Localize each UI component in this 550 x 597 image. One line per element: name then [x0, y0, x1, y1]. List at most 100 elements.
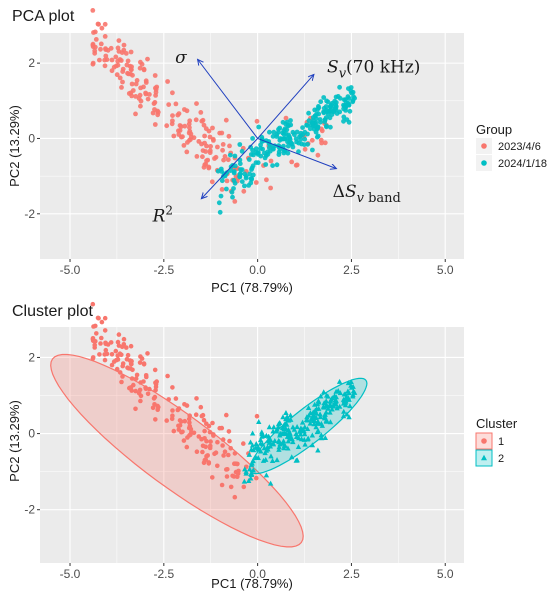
pca-point-2024 — [300, 125, 305, 130]
pca-point-2023 — [268, 185, 273, 191]
cluster-1-point — [113, 348, 119, 354]
cluster-2-point — [334, 405, 340, 411]
pca-point-2023 — [203, 149, 209, 154]
cluster-1-point — [93, 339, 98, 344]
cluster-2-point — [327, 409, 333, 415]
cluster-1-point — [207, 429, 213, 435]
cluster-2-point — [341, 408, 347, 414]
cluster-1-point — [181, 438, 187, 443]
cluster-1-point — [166, 397, 171, 402]
cluster-1-point — [253, 475, 259, 481]
cluster-2-point — [280, 414, 286, 420]
cluster-2-point — [329, 406, 335, 412]
pca-point-2023 — [130, 88, 136, 93]
cluster-1-point — [165, 373, 170, 379]
cluster-1-point — [134, 372, 140, 378]
pca-point-2023 — [268, 158, 274, 164]
pca-point-2023 — [201, 164, 207, 170]
cluster-2-point — [270, 428, 276, 434]
cluster-1-point — [102, 315, 108, 321]
pca-point-2023 — [220, 147, 226, 153]
cluster-2-point — [271, 424, 277, 430]
cluster-2-point — [284, 433, 291, 439]
pca-legend-label: 2023/4/6 — [498, 141, 541, 153]
cluster-2-point — [285, 438, 292, 444]
pca-point-2023 — [187, 125, 192, 130]
pca-x-axis-label: PC1 (78.79%) — [211, 280, 293, 295]
pca-x-tick-label: 0.0 — [249, 263, 266, 277]
pca-point-2023 — [176, 132, 182, 137]
pca-point-2023 — [108, 45, 114, 51]
pca-point-2024 — [300, 132, 306, 138]
cluster-1-point — [115, 353, 120, 358]
pca-point-2024 — [290, 129, 296, 135]
cluster-2-point — [321, 389, 327, 395]
cluster-legend-title: Cluster — [476, 416, 518, 431]
cluster-2-point — [346, 396, 352, 402]
pca-point-2024 — [250, 136, 256, 141]
pca-point-2023 — [92, 44, 98, 50]
pca-point-2024 — [288, 122, 294, 128]
pca-point-2023 — [123, 51, 129, 56]
cluster-1-point — [228, 446, 233, 451]
cluster-2-point — [330, 403, 336, 409]
cluster-y-tick-label: -2 — [24, 503, 35, 517]
cluster-2-point — [281, 422, 287, 428]
cluster-2-point — [242, 466, 248, 472]
cluster-2-point — [259, 431, 265, 437]
cluster-1-point — [109, 352, 115, 357]
cluster-2-point — [263, 472, 270, 478]
pca-point-2024 — [247, 171, 253, 177]
biplot-arrow — [201, 138, 258, 198]
pca-point-2023 — [117, 75, 123, 81]
pca-point-2024 — [299, 141, 304, 147]
cluster-1-point — [212, 451, 217, 457]
cluster-1-point — [137, 360, 143, 365]
pca-point-2024 — [267, 129, 272, 135]
cluster-2-point — [325, 405, 331, 411]
cluster-1-point — [108, 340, 114, 345]
cluster-2-point — [340, 413, 347, 419]
cluster-1-point — [211, 432, 216, 437]
pca-point-2023 — [133, 94, 139, 99]
cluster-2-point — [260, 457, 267, 463]
pca-point-2024 — [324, 108, 329, 113]
cluster-1-point — [131, 382, 136, 388]
cluster-1-point — [224, 474, 230, 479]
cluster-2-point — [307, 410, 314, 416]
pca-point-2024 — [284, 119, 290, 125]
cluster-2-point — [275, 424, 282, 430]
cluster-1-point — [152, 394, 158, 400]
cluster-2-point — [273, 428, 280, 434]
pca-point-2024 — [256, 124, 262, 130]
cluster-ticks: -5.0 -2.5 0.0 2.5 5.0 -2 0 2 — [24, 350, 454, 581]
cluster-2-point — [313, 424, 319, 430]
pca-point-2023 — [212, 156, 217, 161]
pca-point-2023 — [191, 135, 197, 141]
pca-point-2024 — [321, 95, 327, 100]
cluster-2-point — [317, 393, 324, 399]
pca-point-2024 — [219, 178, 225, 184]
cluster-1-point — [129, 376, 135, 381]
pca-point-2024 — [274, 162, 280, 168]
cluster-1-point — [210, 420, 215, 426]
pca-y-tick-label: 0 — [28, 131, 35, 145]
cluster-1-point — [185, 435, 190, 440]
pca-point-2024 — [224, 186, 229, 192]
cluster-1-point — [226, 429, 232, 434]
pca-point-2023 — [166, 102, 172, 107]
cluster-y-tick-label: 0 — [28, 427, 35, 441]
pca-point-2023 — [208, 144, 214, 149]
pca-panel: PCA plot σ Sv(70 kHz) ΔSv band R2 -5.0 -2.5 0… — [7, 7, 547, 295]
cluster-2-point — [327, 398, 334, 404]
pca-point-2023 — [202, 133, 208, 139]
pca-point-2024 — [239, 148, 245, 154]
pca-y-axis-label: PC2 (13.29%) — [7, 105, 22, 187]
cluster-2-point — [315, 447, 321, 453]
pca-point-2023 — [155, 109, 161, 115]
cluster-1-point — [144, 374, 149, 380]
cluster-1-point — [204, 421, 209, 427]
cluster-2-point — [314, 401, 321, 407]
cluster-1-point — [138, 398, 143, 404]
cluster-2-point — [304, 414, 310, 420]
